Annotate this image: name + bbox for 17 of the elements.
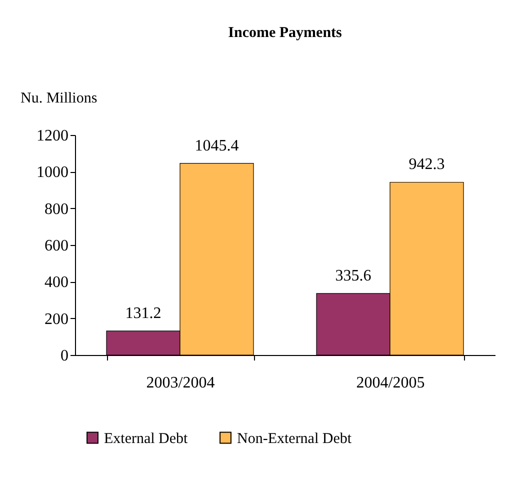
legend-label: External Debt [104, 430, 189, 447]
x-tick-label: 2004/2005 [356, 374, 425, 392]
y-axis-title: Nu. Millions [20, 90, 98, 106]
y-tick-label: 600 [44, 238, 68, 254]
data-label: 1045.4 [194, 137, 239, 154]
x-tick-label: 2003/2004 [146, 374, 215, 392]
data-label: 131.2 [125, 304, 162, 322]
y-tick-label: 200 [44, 310, 68, 328]
data-label: 335.6 [335, 267, 372, 284]
y-tick-label: 1000 [36, 164, 68, 182]
y-tick-label: 400 [44, 274, 68, 292]
y-tick-label: 1200 [36, 128, 68, 144]
y-tick-label: 0 [60, 348, 68, 364]
data-label: 942.3 [408, 156, 445, 174]
y-tick-label: 800 [44, 200, 68, 218]
chart-title: Income Payments [228, 25, 342, 41]
legend-label: Non-External Debt [237, 430, 352, 447]
